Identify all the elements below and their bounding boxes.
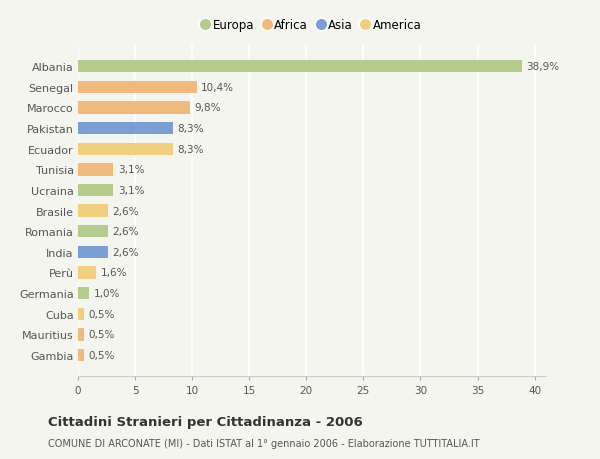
Bar [78,329,84,341]
Legend: Europa, Africa, Asia, America: Europa, Africa, Asia, America [202,19,422,32]
Text: 1,0%: 1,0% [94,288,121,298]
Bar [78,164,113,176]
Text: 10,4%: 10,4% [201,83,234,93]
Bar [78,123,173,135]
Text: 9,8%: 9,8% [194,103,221,113]
Text: 2,6%: 2,6% [112,247,139,257]
Text: 2,6%: 2,6% [112,206,139,216]
Bar [78,308,84,320]
Text: 3,1%: 3,1% [118,165,145,175]
Bar [78,61,522,73]
Bar [78,246,107,258]
Bar [78,185,113,197]
Bar [78,143,173,156]
Bar [78,82,197,94]
Text: 0,5%: 0,5% [88,309,115,319]
Text: 0,5%: 0,5% [88,350,115,360]
Text: 38,9%: 38,9% [527,62,560,72]
Text: 2,6%: 2,6% [112,227,139,237]
Text: 1,6%: 1,6% [101,268,127,278]
Bar [78,267,96,279]
Text: COMUNE DI ARCONATE (MI) - Dati ISTAT al 1° gennaio 2006 - Elaborazione TUTTITALI: COMUNE DI ARCONATE (MI) - Dati ISTAT al … [48,438,479,448]
Bar [78,287,89,300]
Bar [78,349,84,361]
Bar [78,102,190,114]
Text: 8,3%: 8,3% [178,124,204,134]
Text: 8,3%: 8,3% [178,145,204,154]
Text: 0,5%: 0,5% [88,330,115,340]
Bar [78,205,107,217]
Text: Cittadini Stranieri per Cittadinanza - 2006: Cittadini Stranieri per Cittadinanza - 2… [48,415,363,428]
Bar [78,225,107,238]
Text: 3,1%: 3,1% [118,185,145,196]
